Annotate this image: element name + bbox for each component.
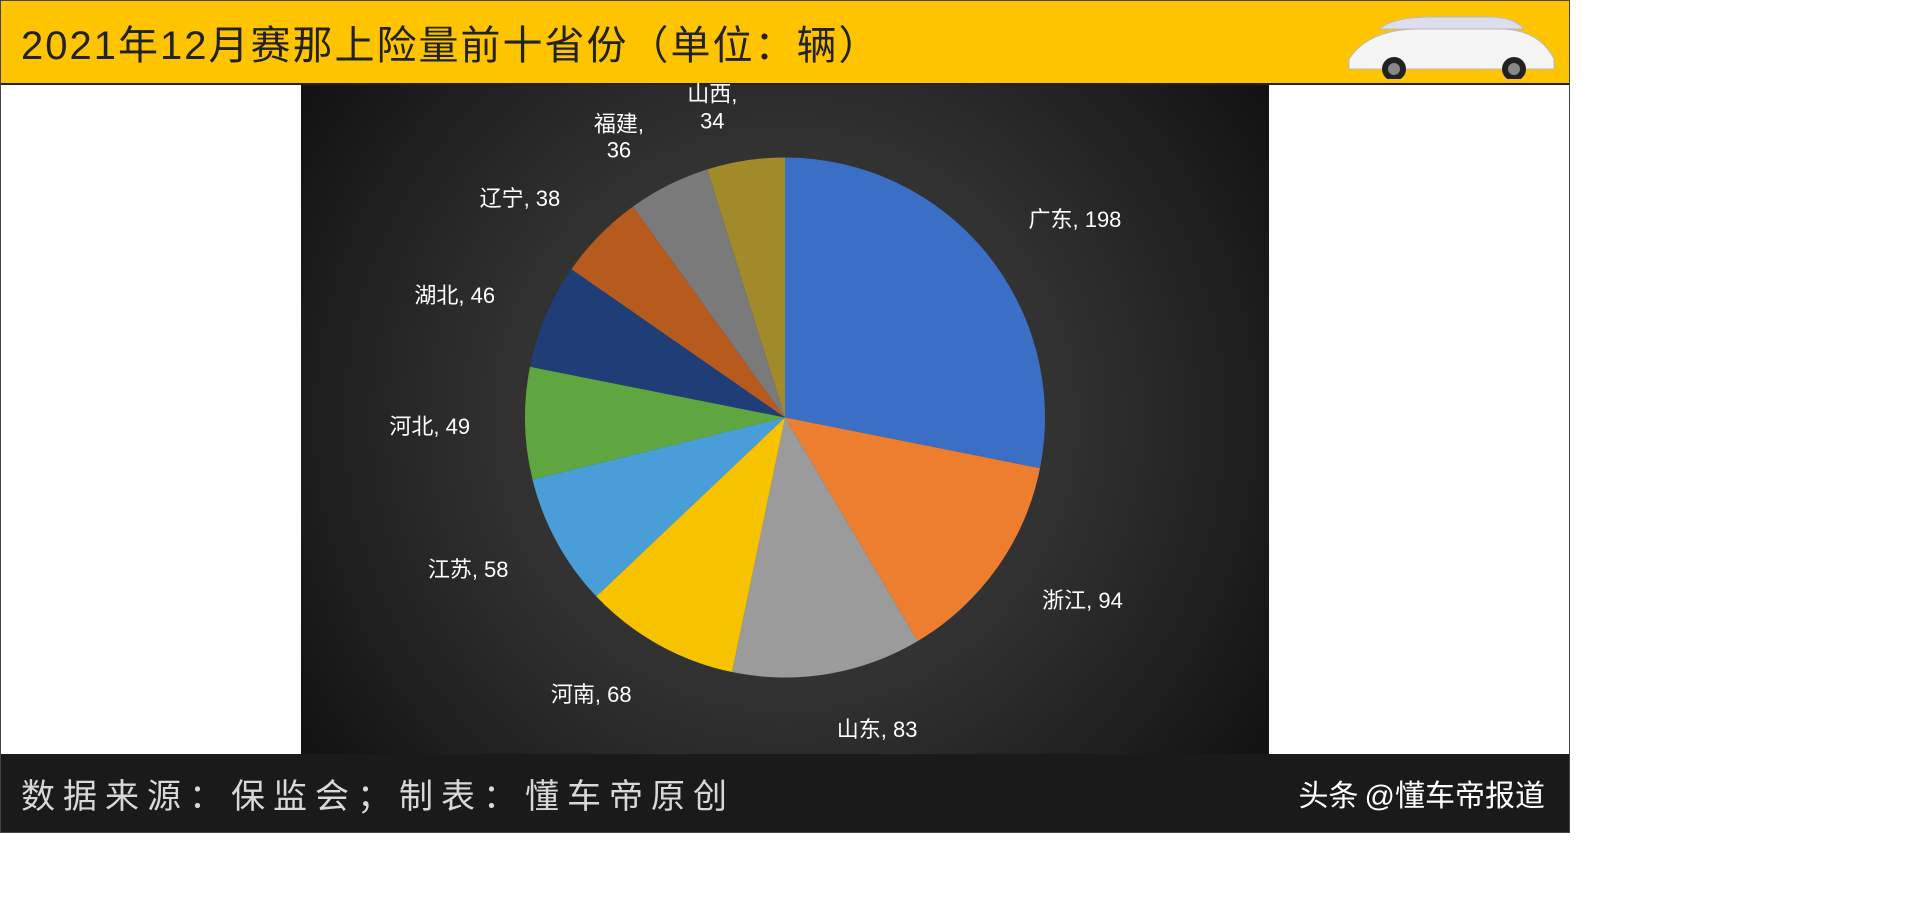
slice-label-广东: 广东, 198	[1028, 206, 1121, 232]
toutiao-icon: 头条	[1299, 771, 1359, 815]
footer-text: 数据来源：保监会；制表：懂车帝原创	[21, 769, 735, 818]
slice-label-江苏: 江苏, 58	[428, 557, 509, 583]
pie-slice-广东	[785, 157, 1045, 468]
brand-attribution: 头条 @懂车帝报道	[1299, 771, 1545, 815]
slice-label-辽宁: 辽宁, 38	[480, 186, 561, 212]
slice-label-河南: 河南, 68	[551, 681, 632, 707]
brand-account: @懂车帝报道	[1365, 771, 1545, 815]
page: 2021年12月赛那上险量前十省份（单位：辆） 广东, 198 浙江, 94 山东,…	[0, 0, 1570, 833]
slice-label-湖北: 湖北, 46	[414, 283, 495, 309]
slice-label-福建: 福建,36	[594, 111, 644, 164]
slice-label-浙江: 浙江, 94	[1042, 588, 1123, 614]
slice-label-山西: 山西,34	[687, 82, 737, 135]
slice-label-河北: 河北, 49	[389, 413, 470, 439]
header-bar: 2021年12月赛那上险量前十省份（单位：辆）	[1, 1, 1569, 85]
slice-label-山东: 山东, 83	[837, 717, 918, 743]
page-title: 2021年12月赛那上险量前十省份（单位：辆）	[21, 13, 880, 71]
chart-area: 广东, 198 浙江, 94 山东, 83 河南, 68 江苏, 58 河北, 49 湖北,…	[1, 85, 1569, 754]
pie-chart	[515, 147, 1055, 692]
footer-bar: 数据来源：保监会；制表：懂车帝原创 头条 @懂车帝报道	[1, 754, 1569, 832]
chart-background: 广东, 198 浙江, 94 山东, 83 河南, 68 江苏, 58 河北, 49 湖北,…	[301, 85, 1269, 754]
car-illustration	[1339, 9, 1559, 79]
